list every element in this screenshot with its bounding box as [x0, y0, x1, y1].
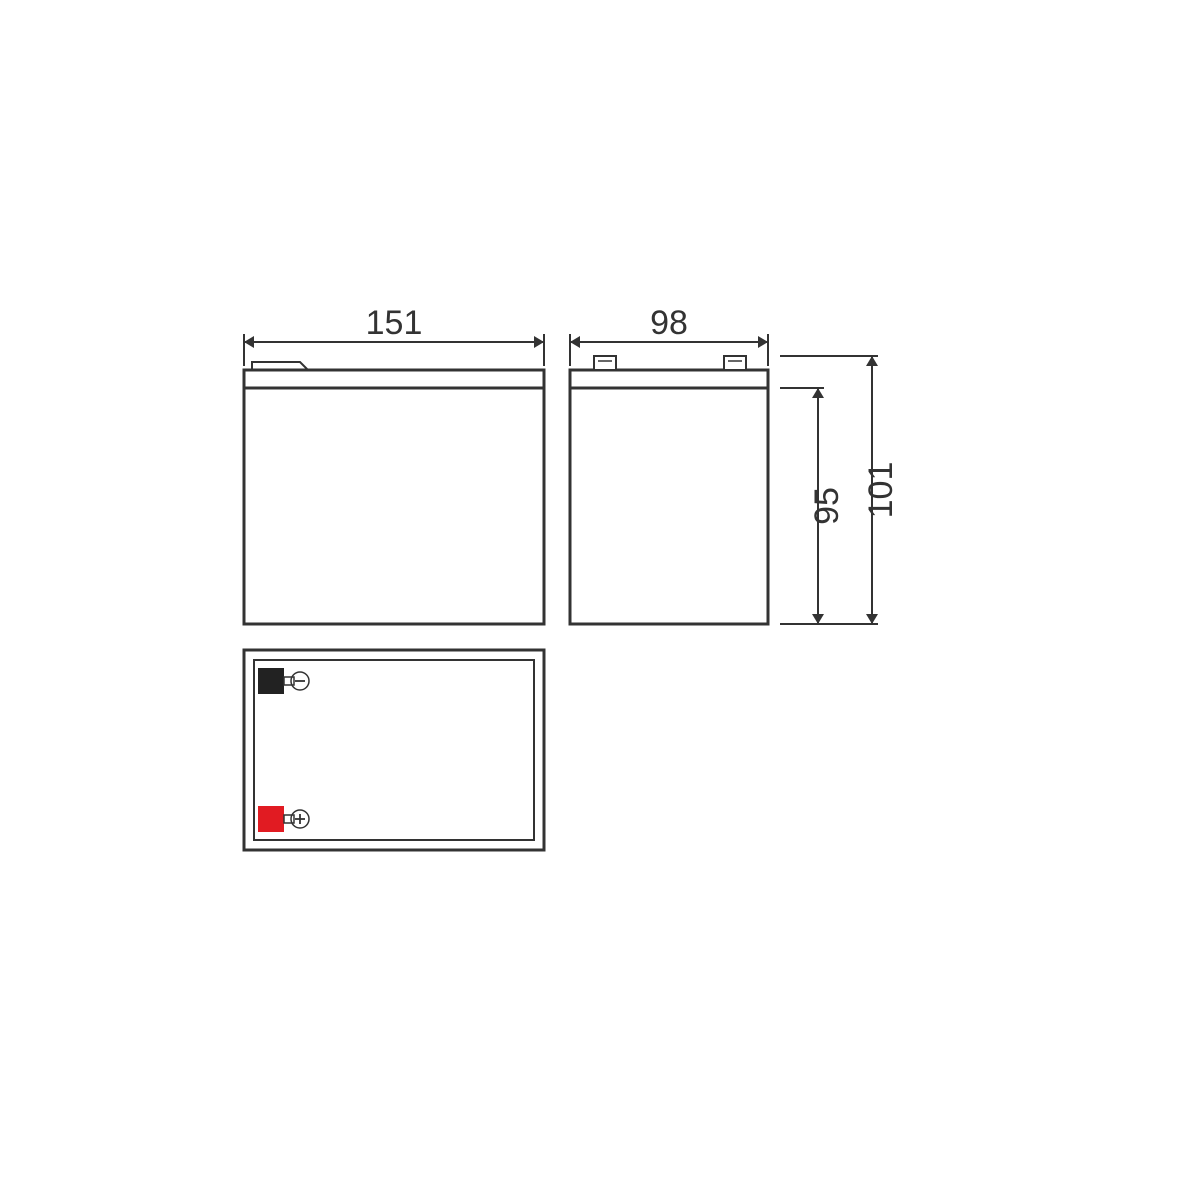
dim-total-height-label: 101	[862, 462, 900, 519]
dimension-drawing: 151 98 95 101	[0, 0, 1200, 1200]
dim-width-label: 151	[366, 304, 423, 342]
dim-body-height-label: 95	[808, 487, 846, 525]
dim-depth-label: 98	[650, 304, 688, 342]
